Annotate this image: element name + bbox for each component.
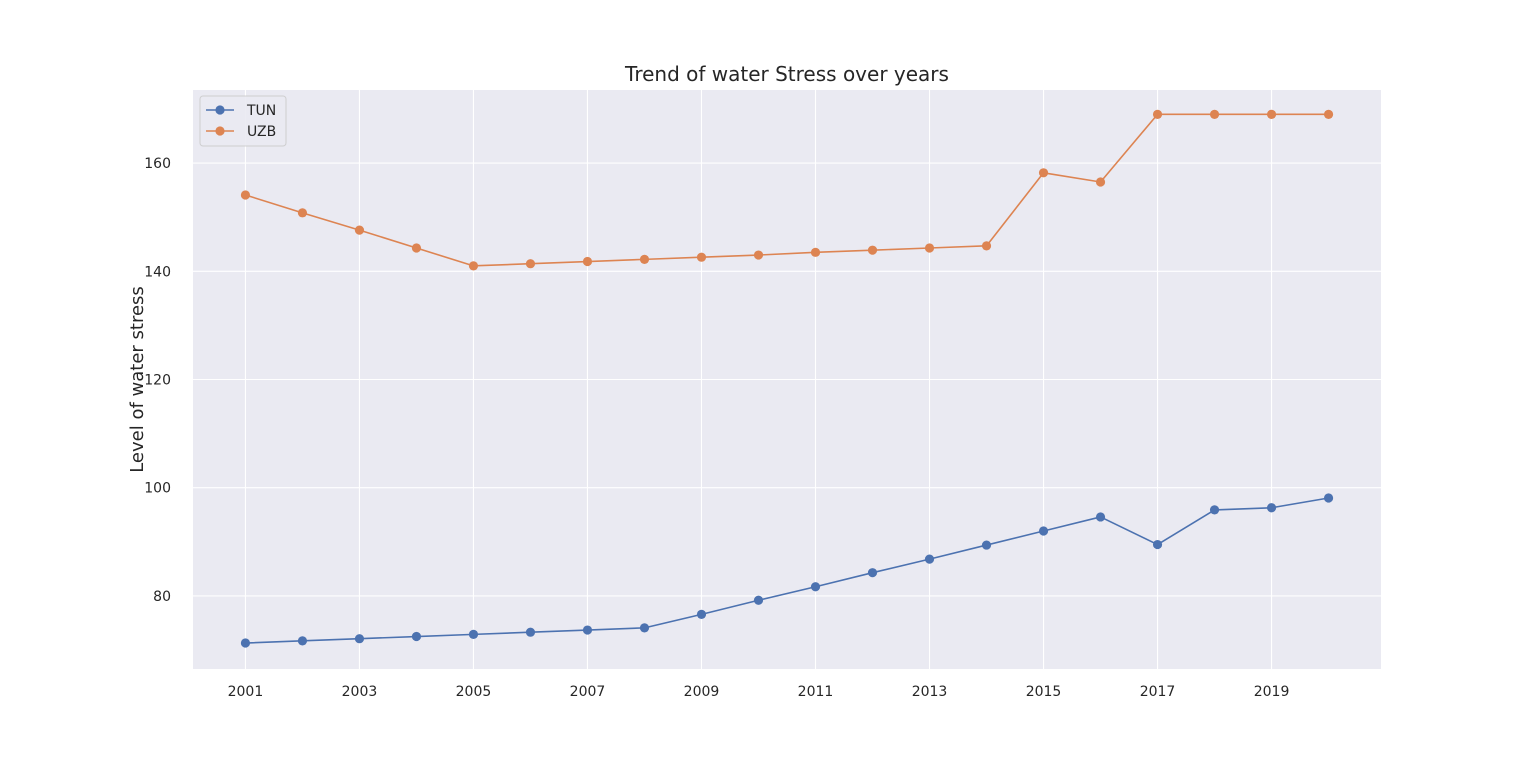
data-point xyxy=(354,225,365,235)
data-point xyxy=(240,638,251,648)
data-point xyxy=(525,627,536,637)
data-point xyxy=(867,568,878,578)
data-point xyxy=(1095,177,1106,187)
data-point xyxy=(1209,109,1220,119)
data-point xyxy=(411,243,422,253)
x-tick-label: 2003 xyxy=(342,684,378,700)
data-point xyxy=(411,631,422,642)
series-line-uzb xyxy=(245,113,1329,267)
data-point xyxy=(1209,505,1220,515)
data-point xyxy=(1038,168,1049,178)
data-point xyxy=(924,243,935,253)
x-tick-label: 2007 xyxy=(570,684,606,700)
data-point xyxy=(981,540,992,550)
legend-item-tun: TUN xyxy=(206,103,276,119)
series-line-tun xyxy=(245,497,1329,644)
series-tun xyxy=(240,493,1334,648)
data-point xyxy=(810,582,821,592)
y-tick-label: 140 xyxy=(144,264,171,280)
series-uzb xyxy=(240,109,1334,271)
legend-label: UZB xyxy=(247,124,276,140)
data-point xyxy=(1152,109,1163,119)
data-point xyxy=(354,634,365,644)
x-tick-label: 2005 xyxy=(456,684,492,700)
data-point xyxy=(468,261,479,271)
y-tick-label: 160 xyxy=(144,156,171,172)
data-point xyxy=(924,554,935,564)
data-point xyxy=(753,250,764,260)
chart-title: Trend of water Stress over years xyxy=(624,62,949,86)
y-axis-label: Level of water stress xyxy=(127,286,148,473)
y-tick-label: 80 xyxy=(153,589,171,605)
data-point xyxy=(582,256,593,267)
data-point xyxy=(639,254,650,264)
data-point xyxy=(1266,109,1277,119)
data-point xyxy=(696,252,707,262)
y-tick-label: 100 xyxy=(144,481,171,497)
data-point xyxy=(867,245,878,255)
data-point xyxy=(525,259,536,269)
data-point xyxy=(696,609,707,619)
legend-marker xyxy=(215,126,225,136)
data-point xyxy=(981,241,992,251)
x-tick-label: 2009 xyxy=(684,684,720,700)
data-point xyxy=(1323,109,1334,119)
x-tick-label: 2019 xyxy=(1254,684,1290,700)
data-point xyxy=(240,190,251,200)
legend-item-uzb: UZB xyxy=(206,124,276,140)
data-point xyxy=(1266,503,1277,513)
data-point xyxy=(639,623,650,633)
legend: TUN UZB xyxy=(199,95,287,147)
series-layer xyxy=(240,109,1334,648)
x-tick-label: 2011 xyxy=(798,684,834,700)
data-point xyxy=(1323,493,1334,503)
x-axis-ticks: 2001 2003 2005 2007 2009 2011 2013 2015 2017 2019 xyxy=(228,684,1290,700)
data-point xyxy=(1095,512,1106,522)
data-point xyxy=(810,247,821,257)
x-tick-label: 2001 xyxy=(228,684,264,700)
y-axis-ticks: 80 100 120 140 160 xyxy=(144,156,171,605)
x-tick-label: 2017 xyxy=(1140,684,1176,700)
data-point xyxy=(297,208,308,218)
y-tick-label: 120 xyxy=(144,373,171,389)
data-point xyxy=(1152,539,1163,550)
legend-label: TUN xyxy=(246,103,276,119)
legend-marker xyxy=(215,105,225,115)
data-point xyxy=(753,595,764,605)
data-point xyxy=(582,625,593,635)
x-tick-label: 2015 xyxy=(1026,684,1062,700)
data-point xyxy=(1038,526,1049,536)
grid-lines xyxy=(193,90,1381,669)
data-point xyxy=(297,636,308,646)
x-tick-label: 2013 xyxy=(912,684,948,700)
data-point xyxy=(468,629,479,639)
